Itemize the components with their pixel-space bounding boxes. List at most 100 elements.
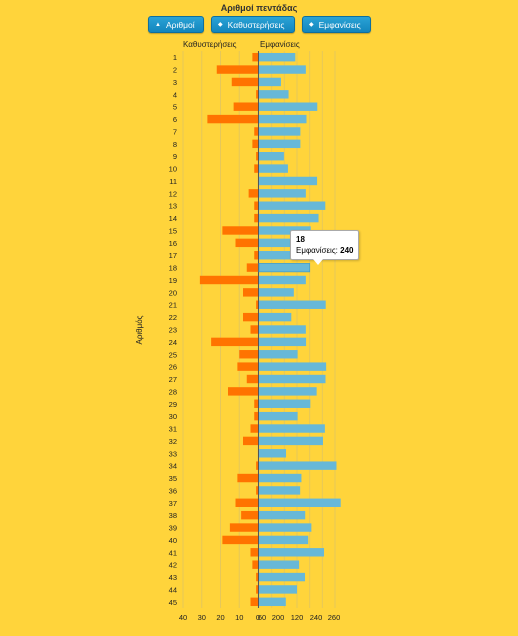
sort-icon: ◆	[309, 22, 314, 28]
right-axis-tick-label: 260	[328, 613, 341, 622]
appearance-bar	[259, 510, 306, 520]
delay-bar	[256, 585, 258, 594]
delay-bar	[207, 114, 258, 124]
chart-tooltip: 18 Εμφανίσεις: 240	[290, 230, 360, 265]
delay-bar	[250, 597, 258, 607]
category-tick-label: 8	[173, 140, 177, 149]
delay-bar	[231, 77, 258, 87]
category-tick-label: 22	[169, 313, 177, 322]
delay-bar	[254, 251, 258, 260]
tooltip-title: 18	[296, 235, 305, 244]
category-tick-label: 15	[169, 226, 177, 235]
delay-bar	[254, 201, 258, 210]
delay-bar	[250, 325, 258, 334]
delay-bar	[246, 374, 258, 384]
delay-bar	[211, 337, 258, 347]
delay-bar	[256, 486, 258, 495]
appearance-bar	[259, 201, 326, 210]
appearance-bar	[259, 399, 311, 408]
tooltip-body: Εμφανίσεις: 240	[296, 245, 353, 256]
left-pane-title: Καθυστερήσεις	[183, 40, 237, 49]
appearance-bar	[259, 77, 281, 87]
category-tick-label: 19	[169, 276, 177, 285]
category-tick-label: 13	[169, 202, 177, 211]
appearance-bar	[259, 523, 312, 532]
appearance-bar	[259, 350, 298, 359]
right-axis-tick-label: 240	[310, 613, 323, 622]
appearance-bar	[259, 436, 323, 446]
category-tick-label: 31	[169, 425, 177, 434]
sort-by-appearances-label: Εμφανίσεις	[318, 19, 361, 30]
category-tick-label: 36	[169, 486, 177, 495]
appearance-bar	[259, 461, 337, 470]
sort-icon: ◆	[218, 22, 223, 28]
sort-by-number-label: Αριθμοί	[165, 19, 195, 30]
appearance-bar	[259, 498, 341, 507]
sort-by-appearances-button[interactable]: ◆ Εμφανίσεις	[302, 16, 371, 33]
appearance-bar	[259, 424, 325, 433]
category-tick-label: 25	[169, 350, 177, 359]
chart-title: Αριθμοί πεντάδας	[220, 3, 298, 13]
category-tick-label: 33	[169, 449, 177, 458]
appearance-bar	[259, 213, 319, 223]
category-tick-label: 41	[169, 548, 177, 557]
category-tick-label: 28	[169, 387, 177, 396]
sort-by-delays-button[interactable]: ◆ Καθυστερήσεις	[211, 16, 295, 33]
category-tick-label: 10	[169, 165, 177, 174]
appearance-bar	[259, 449, 287, 458]
delay-bar	[256, 152, 258, 161]
delay-bar	[254, 127, 258, 136]
appearance-bar	[259, 337, 307, 347]
appearance-bar	[259, 127, 301, 136]
delay-bar	[250, 548, 258, 557]
tooltip-value: 240	[340, 246, 354, 255]
sort-by-number-button[interactable]: ▲ Αριθμοί	[148, 16, 204, 33]
delay-bar	[228, 387, 258, 396]
category-tick-label: 5	[173, 103, 177, 112]
appearance-bar	[259, 325, 306, 334]
appearance-bar	[259, 560, 300, 569]
left-axis-tick-label: 10	[235, 613, 243, 622]
delay-bar	[235, 238, 258, 248]
appearance-bar	[259, 275, 306, 285]
delay-bar	[235, 498, 258, 507]
appearance-bar	[259, 486, 301, 495]
delay-bar	[243, 312, 258, 322]
appearance-bar	[259, 114, 307, 124]
category-tick-label: 14	[169, 214, 177, 223]
category-tick-label: 29	[169, 400, 177, 409]
hovered-bar-outline	[258, 263, 311, 273]
delay-bar	[216, 65, 258, 74]
category-tick-label: 45	[169, 598, 177, 607]
tooltip-arrow	[313, 259, 323, 265]
category-tick-label: 18	[169, 264, 177, 273]
appearance-bar	[259, 164, 288, 173]
delay-bar	[252, 560, 258, 569]
category-tick-label: 42	[169, 561, 177, 570]
category-tick-label: 17	[169, 251, 177, 260]
category-tick-label: 38	[169, 511, 177, 520]
category-tick-label: 39	[169, 524, 177, 533]
appearance-bar	[259, 535, 309, 545]
tooltip-label: Εμφανίσεις:	[296, 246, 341, 255]
category-tick-label: 4	[173, 90, 177, 99]
appearance-bar	[259, 65, 306, 74]
category-tick-label: 3	[173, 78, 177, 87]
appearance-bar	[259, 473, 302, 483]
right-axis-tick-label: 60	[258, 613, 266, 622]
category-tick-label: 32	[169, 437, 177, 446]
appearance-bar	[259, 251, 306, 260]
delay-bar	[222, 535, 258, 545]
category-tick-label: 27	[169, 375, 177, 384]
delay-bar	[256, 90, 258, 99]
appearance-bar	[259, 176, 318, 186]
category-tick-label: 44	[169, 585, 177, 594]
delay-bar	[252, 52, 258, 62]
appearance-bar	[259, 374, 326, 384]
sort-button-bar: ▲ Αριθμοί ◆ Καθυστερήσεις ◆ Εμφανίσεις	[148, 16, 371, 33]
appearance-bar	[259, 585, 297, 594]
category-tick-label: 12	[169, 189, 177, 198]
appearance-bar	[259, 597, 286, 607]
left-axis-tick-label: 40	[179, 613, 187, 622]
category-tick-label: 16	[169, 239, 177, 248]
